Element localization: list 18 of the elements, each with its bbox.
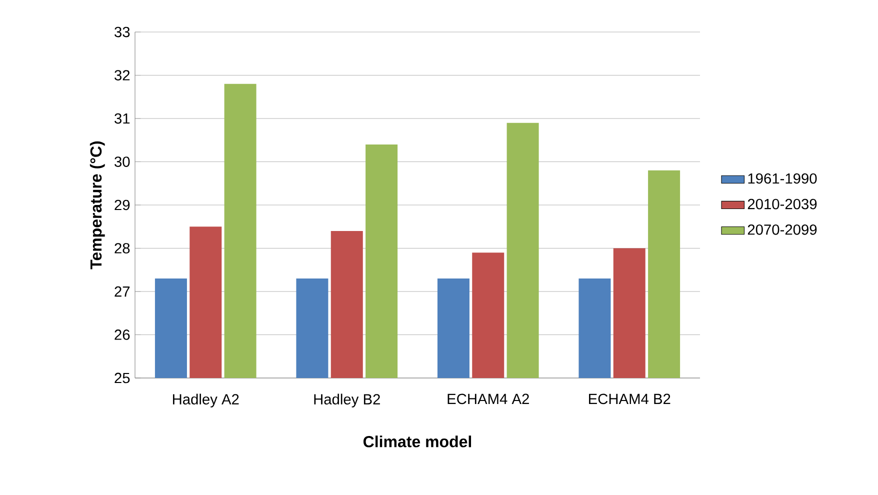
x-tick-label: Hadley B2 — [314, 394, 380, 408]
x-tick-label: ECHAM4 B2 — [589, 394, 670, 404]
x-tick-label: ECHAM4 A2 — [448, 394, 529, 404]
y-tick-label: 27 — [114, 286, 130, 297]
legend-label: 1961-1990 — [748, 173, 817, 184]
y-tick-label: 29 — [114, 200, 130, 210]
y-tick-label: 31 — [114, 113, 130, 124]
y-tick-label: 30 — [114, 156, 130, 167]
y-tick-label: 32 — [114, 70, 130, 80]
y-axis-title: Temperature (°C) — [90, 141, 105, 270]
legend-label: 2070-2099 — [748, 224, 817, 235]
y-tick-label: 33 — [114, 26, 130, 38]
x-tick-label: Hadley A2 — [173, 394, 239, 408]
legend-label: 2010-2039 — [748, 198, 817, 210]
y-tick-label: 28 — [114, 243, 130, 254]
y-tick-label: 25 — [114, 372, 130, 384]
y-tick-label: 26 — [114, 330, 130, 340]
x-axis-title: Climate model — [363, 436, 472, 448]
